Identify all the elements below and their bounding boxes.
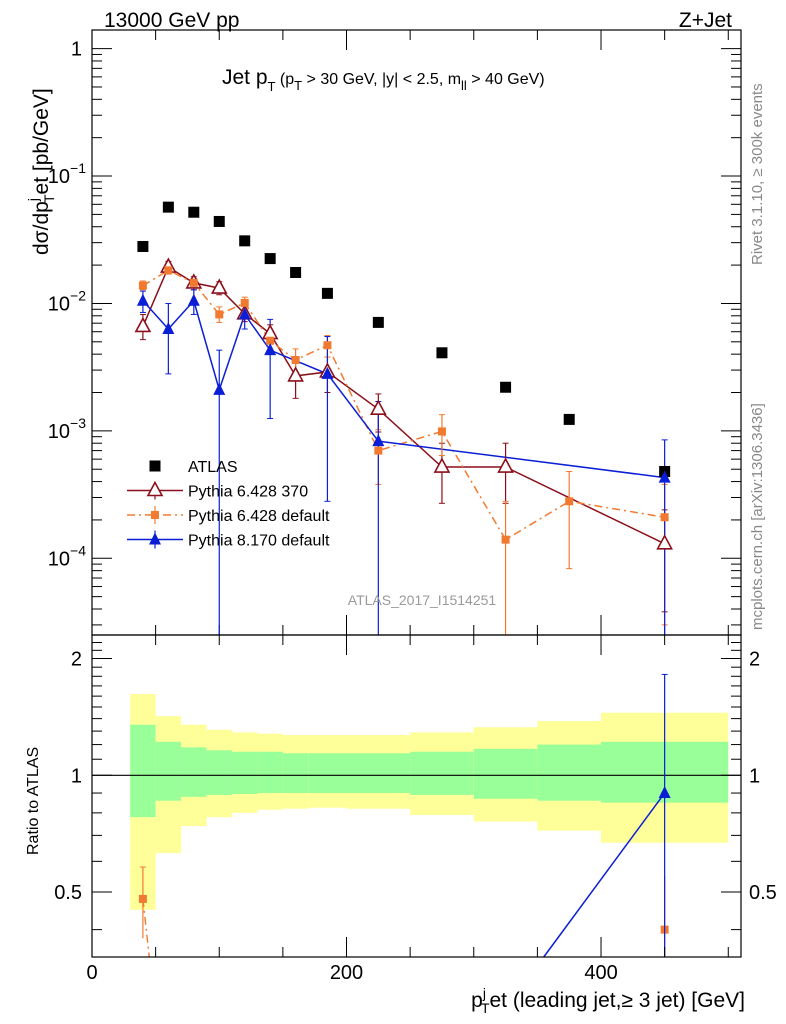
ratio-panel-frame bbox=[91, 634, 742, 958]
main-series-layer bbox=[134, 201, 673, 636]
green-band-bin bbox=[181, 747, 207, 797]
data-point-series-0 bbox=[213, 215, 225, 227]
ratio-y-tick-label-left: 2 bbox=[71, 649, 82, 671]
ratio-orange-point bbox=[138, 894, 147, 903]
series-line-1 bbox=[142, 265, 665, 545]
data-point-series-2 bbox=[660, 513, 669, 522]
legend-label-2: Pythia 6.428 default bbox=[188, 508, 330, 525]
ratio-orange-line bbox=[142, 898, 150, 958]
data-point-series-3 bbox=[238, 307, 251, 320]
green-band-bin bbox=[257, 751, 283, 794]
green-band-bin bbox=[130, 724, 156, 818]
ratio-blue-line bbox=[543, 792, 666, 958]
data-point-series-2 bbox=[374, 446, 383, 455]
analysis-watermark: ATLAS_2017_I1514251 bbox=[348, 592, 497, 608]
y-tick-label: 10−2 bbox=[48, 287, 86, 315]
legend-label-0: ATLAS bbox=[188, 459, 238, 476]
legend-marker-3 bbox=[149, 532, 161, 545]
data-point-series-1 bbox=[656, 534, 673, 550]
data-point-series-0 bbox=[290, 266, 302, 278]
green-band-bin bbox=[282, 753, 309, 794]
data-point-series-0 bbox=[239, 235, 251, 247]
data-point-series-1 bbox=[497, 457, 514, 473]
ratio-series-layer bbox=[138, 673, 671, 958]
data-point-series-0 bbox=[188, 206, 200, 218]
x-axis-label: pj Tet (leading jet,≥ 3 jet) [GeV] bbox=[471, 985, 745, 1016]
legend-marker-1 bbox=[146, 480, 164, 497]
ratio-y-tick-label-right: 1 bbox=[749, 765, 760, 787]
legend: ATLAS Pythia 6.428 370 Pythia 6.428 defaul… bbox=[127, 459, 330, 550]
data-point-series-1 bbox=[210, 278, 228, 294]
data-point-series-3 bbox=[162, 322, 175, 335]
mcplots-credit-text: mcplots.cern.ch [arXiv:1306.3436] bbox=[749, 403, 766, 630]
data-point-series-0 bbox=[137, 240, 149, 252]
green-band-bin bbox=[155, 741, 182, 801]
ratio-uncertainty-bands bbox=[92, 694, 741, 910]
x-tick-label: 400 bbox=[584, 962, 617, 984]
y-tick-label: 10−1 bbox=[48, 160, 86, 188]
data-point-series-1 bbox=[287, 366, 304, 382]
data-point-series-3 bbox=[658, 470, 671, 483]
ratio-y-axis-label: Ratio to ATLAS bbox=[25, 747, 42, 855]
data-point-series-2 bbox=[240, 298, 249, 307]
legend-marker-0 bbox=[149, 460, 161, 472]
data-point-series-2 bbox=[323, 341, 332, 350]
y-tick-label: 1 bbox=[71, 39, 82, 61]
ratio-y-tick-label-left: 0.5 bbox=[54, 882, 82, 904]
y-tick-label: 10−3 bbox=[48, 415, 86, 443]
green-band-bin bbox=[346, 753, 411, 794]
data-point-series-3 bbox=[187, 293, 200, 306]
x-tick-label: 0 bbox=[86, 962, 97, 984]
data-point-series-3 bbox=[213, 382, 226, 395]
green-band-bin bbox=[308, 753, 347, 794]
green-band-bin bbox=[206, 750, 232, 795]
y-tick-label: 10−4 bbox=[48, 542, 86, 570]
data-point-series-2 bbox=[501, 535, 510, 544]
data-point-series-2 bbox=[164, 266, 173, 275]
data-point-series-2 bbox=[437, 427, 446, 436]
data-point-series-0 bbox=[162, 201, 174, 213]
ratio-panel-border bbox=[91, 634, 742, 958]
data-point-series-2 bbox=[189, 278, 198, 287]
main-y-ticks: 1 10−1 10−2 10−3 10−4 bbox=[48, 30, 741, 635]
data-point-series-0 bbox=[321, 287, 333, 299]
data-point-series-1 bbox=[433, 457, 451, 473]
ratio-ticks: 0.5 0.5 1 1 2 2 0 200 400 bbox=[54, 635, 777, 984]
data-point-series-0 bbox=[563, 413, 575, 425]
data-point-series-0 bbox=[500, 381, 512, 393]
data-point-series-0 bbox=[436, 347, 448, 359]
header-right: Z+Jet bbox=[679, 9, 732, 32]
data-point-series-2 bbox=[266, 336, 275, 345]
ratio-blue-point bbox=[658, 786, 671, 799]
data-point-series-0 bbox=[372, 316, 384, 328]
header-left: 13000 GeV pp bbox=[104, 9, 239, 32]
data-point-series-2 bbox=[138, 281, 147, 290]
data-point-series-2 bbox=[291, 355, 300, 364]
data-point-series-3 bbox=[321, 366, 334, 379]
data-point-series-2 bbox=[215, 310, 224, 319]
data-point-series-3 bbox=[372, 434, 385, 447]
legend-marker-2 bbox=[151, 511, 159, 519]
green-band-bin bbox=[537, 744, 602, 801]
green-band-bin bbox=[410, 751, 474, 795]
data-point-series-0 bbox=[264, 253, 276, 265]
data-point-series-2 bbox=[565, 497, 574, 506]
rivet-version-text: Rivet 3.1.10, ≥ 300k events bbox=[749, 83, 766, 265]
x-tick-label: 200 bbox=[330, 962, 363, 984]
ratio-y-tick-label-right: 0.5 bbox=[749, 882, 777, 904]
ratio-y-tick-label-right: 2 bbox=[749, 649, 760, 671]
main-y-axis-label: dσ/dpjTet [pb/GeV] bbox=[25, 88, 57, 255]
legend-label-3: Pythia 8.170 default bbox=[188, 533, 330, 550]
data-point-series-1 bbox=[369, 399, 387, 415]
data-point-series-3 bbox=[264, 343, 277, 356]
ratio-y-tick-label-left: 1 bbox=[71, 765, 82, 787]
main-title: Jet pT (pT > 30 GeV, |y| < 2.5, mll > 40… bbox=[222, 66, 545, 94]
legend-label-1: Pythia 6.428 370 bbox=[188, 484, 308, 501]
green-band-bin bbox=[473, 748, 538, 799]
data-point-series-3 bbox=[136, 293, 149, 306]
green-band-bin bbox=[231, 751, 258, 794]
data-point-series-1 bbox=[134, 316, 152, 333]
